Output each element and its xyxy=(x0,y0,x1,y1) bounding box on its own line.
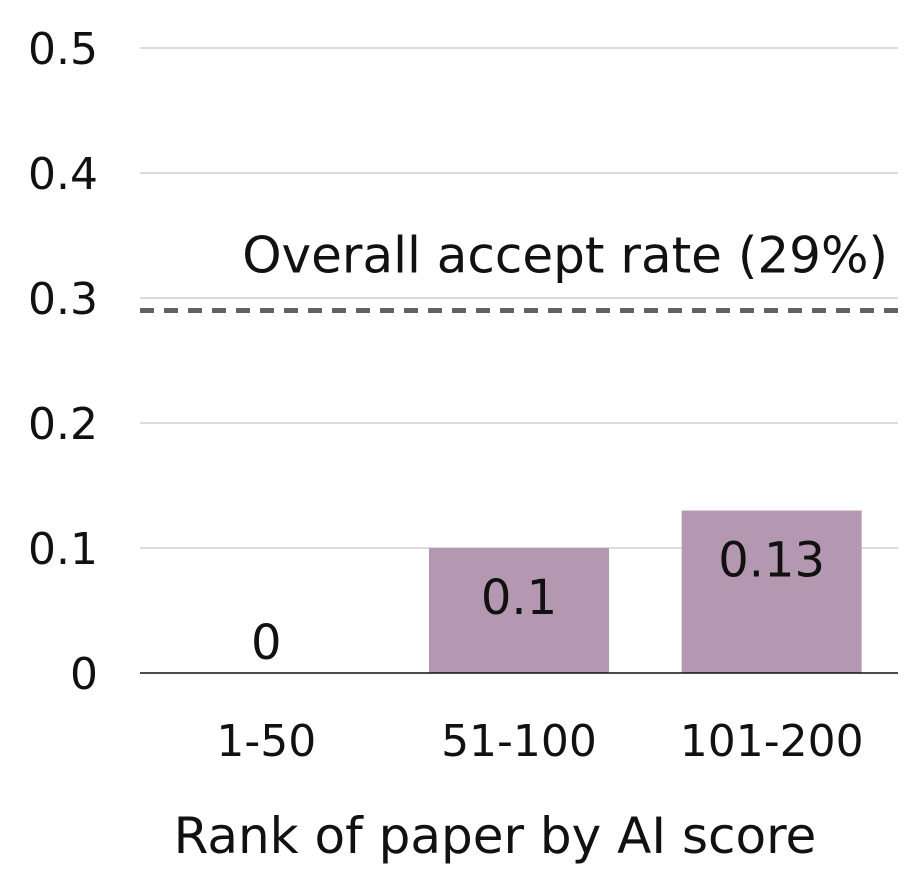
reference-line-label: Overall accept rate (29%) xyxy=(242,227,888,285)
data-label: 0.1 xyxy=(481,570,557,626)
y-tick-label: 0.5 xyxy=(28,24,98,75)
y-tick-label: 0.3 xyxy=(28,274,98,325)
bar-51-100 xyxy=(429,548,609,673)
data-label: 0 xyxy=(251,615,282,671)
gridlines xyxy=(140,47,898,549)
data-label: 0.13 xyxy=(718,533,825,589)
y-tick-label: 0.2 xyxy=(28,399,98,450)
y-tick-label: 0.4 xyxy=(28,149,98,200)
x-category-label: 101-200 xyxy=(680,716,864,767)
x-category-label: 1-50 xyxy=(216,716,316,767)
x-category-label: 51-100 xyxy=(441,716,597,767)
labels: 0 0.1 0.2 0.3 0.4 0.5 0 1-50 0.1 51-100 0.13 101-20… xyxy=(28,24,864,767)
bars xyxy=(429,510,862,673)
y-tick-label: 0.1 xyxy=(28,524,98,575)
bar-101-200 xyxy=(681,510,862,673)
y-tick-label: 0 xyxy=(70,649,98,700)
reference-line-group: Overall accept rate (29%) xyxy=(140,227,898,313)
x-axis-title: Rank of paper by AI score xyxy=(174,807,817,865)
